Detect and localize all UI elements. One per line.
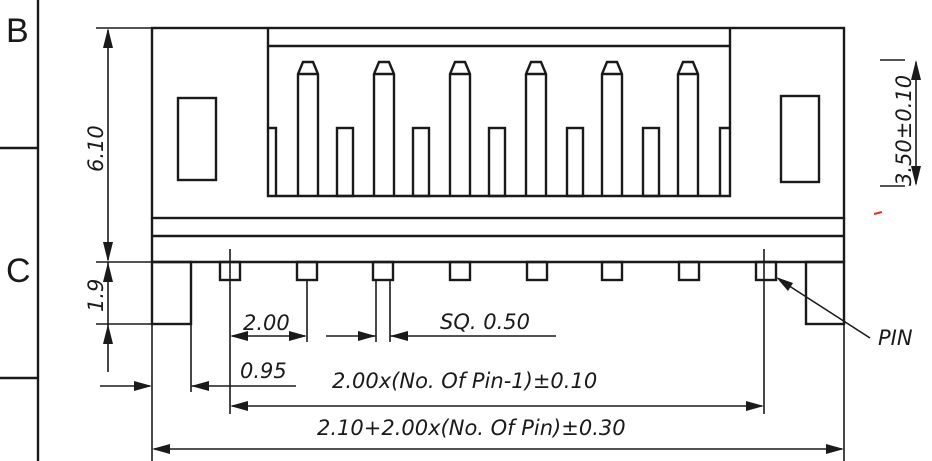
pitch-label: 2.00 (243, 311, 290, 335)
edge-offset-label: 0.95 (240, 359, 287, 383)
short-pin (718, 126, 730, 196)
pin-span-label: 2.00x(No. Of Pin-1)±0.10 (332, 369, 597, 393)
pin-tail (600, 260, 624, 282)
stray-mark (873, 211, 883, 215)
zone-label-c: C (6, 252, 31, 290)
left-latch-window (176, 96, 218, 182)
pin-tail (448, 260, 472, 282)
height-lower-label: 1.9 (84, 279, 108, 312)
short-pin (268, 126, 278, 196)
height-total-label: 6.10 (84, 125, 108, 172)
tall-pin (524, 60, 548, 196)
dimension-pitch: 2.00 (230, 311, 307, 341)
extension-lines (96, 27, 905, 461)
housing-outline (150, 26, 846, 220)
base-flange (150, 218, 846, 326)
pin-tail (677, 260, 701, 282)
pin-callout-label: PIN (878, 326, 913, 350)
short-pin (335, 126, 355, 198)
dimension-overall-width: 2.10+2.00x(No. Of Pin)±0.30 (152, 416, 844, 454)
pin-callout: PIN (776, 277, 913, 350)
tall-pin (600, 60, 624, 196)
tall-pin (676, 60, 700, 196)
pin-tail (525, 260, 549, 282)
pin-tail (754, 260, 778, 282)
left-foot (150, 260, 193, 326)
pin-tails (218, 260, 778, 282)
housing (150, 26, 846, 220)
tall-pin (296, 60, 320, 196)
short-pin (487, 126, 507, 198)
dimension-pin-span: 2.00x(No. Of Pin-1)±0.10 (230, 369, 764, 411)
tall-pin (448, 60, 472, 196)
pin-tail (371, 260, 395, 282)
short-pin (565, 126, 585, 198)
zone-frame: B C (0, 0, 40, 461)
tall-pin (372, 60, 396, 196)
dimension-height-total: 6.10 (84, 28, 113, 262)
dimension-pin-square: SQ. 0.50 (326, 310, 556, 341)
pin-height-label: 3.50±0.10 (892, 75, 916, 186)
pin-square-label: SQ. 0.50 (440, 310, 530, 334)
dimension-height-lower: 1.9 (84, 262, 113, 372)
zone-label-b: B (6, 12, 29, 50)
short-pins (268, 126, 730, 198)
short-pin (641, 126, 661, 198)
short-pin (411, 126, 431, 198)
pin-tail (295, 260, 319, 282)
tall-pins (296, 60, 700, 196)
dimension-pin-height: 3.50±0.10 (892, 60, 921, 186)
dimension-edge-offset: 0.95 (100, 359, 296, 391)
overall-width-label: 2.10+2.00x(No. Of Pin)±0.30 (317, 416, 626, 440)
right-latch-window (779, 94, 821, 184)
right-foot (804, 260, 846, 326)
